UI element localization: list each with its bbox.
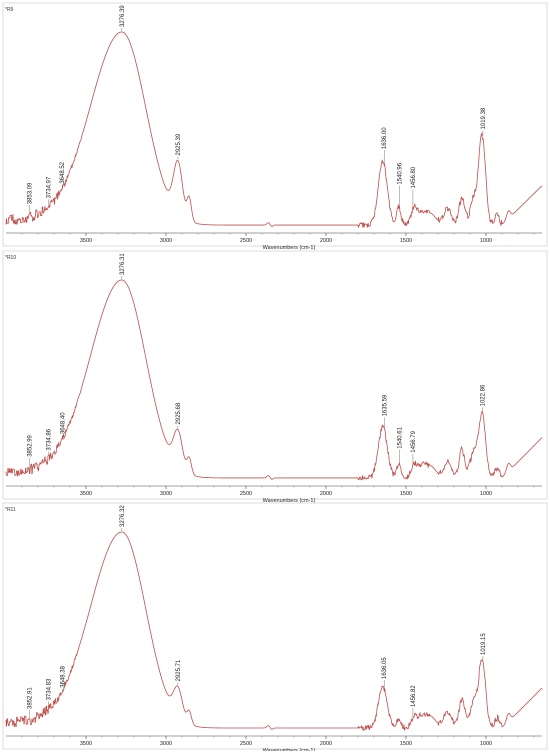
peak-label: 3853.09 (28, 182, 34, 204)
peak-label: 1456.79 (411, 430, 417, 452)
x-tick-label: 2000 (320, 741, 332, 747)
peak-label: 3734.97 (46, 176, 52, 198)
peak-label: 1022.86 (480, 384, 486, 406)
x-tick-label: 1000 (480, 741, 492, 747)
x-axis-label: Wavenumbers (cm-1) (263, 245, 316, 251)
peak-label: 3276.39 (120, 5, 126, 27)
peak-label: 3852.91 (28, 687, 34, 709)
spectrum-line (5, 279, 543, 481)
x-axis-label: Wavenumbers (cm-1) (263, 498, 316, 504)
peak-label: 2925.71 (176, 659, 182, 681)
peak-label: 1540.96 (397, 162, 403, 184)
x-tick-label: 1500 (400, 741, 412, 747)
x-tick-label: 2000 (320, 491, 332, 497)
peak-label: 3734.86 (46, 428, 52, 450)
peak-label: 1636.05 (382, 657, 388, 679)
x-tick-label: 1500 (400, 238, 412, 244)
panel-frame (2, 250, 548, 500)
peak-label: 1019.15 (481, 633, 487, 655)
peak-label: 2925.68 (176, 402, 182, 424)
x-tick-label: 2500 (240, 238, 252, 244)
spectrum-line (5, 31, 543, 228)
panel-title: *R11 (5, 507, 16, 513)
peak-label: 1456.82 (411, 685, 417, 707)
peak-label: 3648.38 (60, 665, 66, 687)
x-tick-label: 3000 (160, 238, 172, 244)
peak-label: 3648.52 (60, 161, 66, 183)
panel-frame (2, 502, 548, 750)
x-tick-label: 2500 (240, 741, 252, 747)
panel-frame (2, 2, 548, 247)
peak-label: 3648.40 (60, 412, 66, 434)
x-tick-label: 1500 (400, 491, 412, 497)
peak-label: 1019.38 (481, 107, 487, 129)
peak-label: 2925.39 (176, 133, 182, 155)
peak-label: 1456.80 (411, 166, 417, 188)
x-tick-label: 3500 (80, 238, 92, 244)
spectrum-panel-2: *R10 3500 3000 2500 2000 1500 1000 Wavenumbers … (2, 250, 548, 504)
x-tick-label: 3500 (80, 741, 92, 747)
x-tick-label: 2500 (240, 491, 252, 497)
x-tick-label: 1000 (480, 238, 492, 244)
peak-label: 1540.61 (398, 426, 404, 448)
panel-title: *R10 (5, 255, 16, 261)
x-tick-label: 2000 (320, 238, 332, 244)
x-tick-label: 3000 (160, 741, 172, 747)
spectrum-line (5, 531, 543, 731)
peak-label: 1636.00 (382, 127, 388, 149)
peak-label: 3852.99 (28, 434, 34, 456)
peak-label: 1635.59 (382, 394, 388, 416)
peak-label: 3276.32 (120, 505, 126, 527)
peak-label: 3276.31 (120, 253, 126, 275)
spectrum-panel-1: *R9 3500 3000 2500 2000 1500 1000 Wavenumbers (… (2, 2, 548, 251)
x-tick-label: 3000 (160, 491, 172, 497)
x-tick-label: 3500 (80, 491, 92, 497)
panel-title: *R9 (5, 7, 14, 13)
x-tick-label: 1000 (480, 491, 492, 497)
peak-label: 3734.83 (46, 678, 52, 700)
